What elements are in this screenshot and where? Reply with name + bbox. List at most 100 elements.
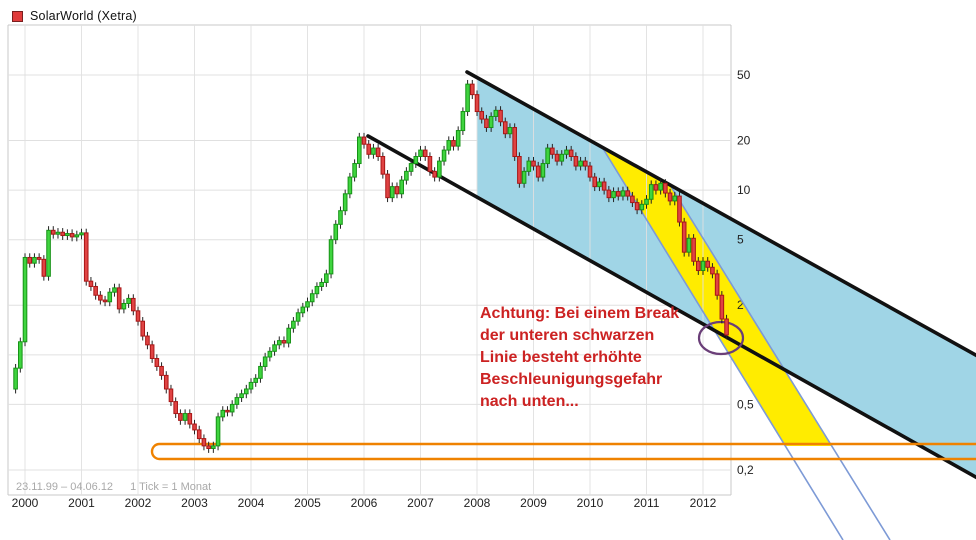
- candle: [18, 341, 23, 369]
- candle: [696, 260, 701, 272]
- candle: [559, 153, 565, 162]
- candle: [681, 221, 687, 253]
- x-axis-label: 2003: [181, 496, 208, 510]
- candle: [606, 189, 612, 199]
- x-axis-label: 2007: [407, 496, 434, 510]
- candle: [498, 109, 503, 123]
- candle: [630, 195, 635, 204]
- candle: [554, 153, 560, 162]
- candle: [366, 143, 372, 155]
- candle: [451, 140, 456, 147]
- candle: [32, 256, 37, 264]
- candle: [517, 156, 522, 184]
- candle: [342, 193, 348, 212]
- candle: [267, 350, 273, 358]
- candle: [69, 233, 75, 238]
- candle: [564, 149, 569, 155]
- candle: [470, 83, 475, 96]
- legend: SolarWorld (Xetra): [12, 9, 137, 23]
- candle: [215, 416, 221, 447]
- candle: [220, 409, 226, 418]
- candle: [41, 258, 47, 277]
- candle: [163, 374, 169, 390]
- candle: [625, 190, 630, 197]
- candle: [357, 136, 362, 165]
- candle: [305, 301, 310, 308]
- candle: [455, 130, 461, 147]
- candle: [644, 198, 649, 205]
- candle: [36, 256, 42, 260]
- candle: [488, 115, 494, 128]
- candle: [484, 118, 489, 128]
- candle: [573, 156, 579, 167]
- candle: [710, 266, 715, 275]
- candle: [719, 294, 725, 320]
- candle: [149, 344, 155, 359]
- candle: [60, 231, 65, 237]
- candle: [352, 163, 357, 178]
- y-axis-label: 2: [737, 298, 744, 312]
- candle: [385, 173, 390, 199]
- candle: [74, 234, 80, 238]
- candle: [371, 147, 376, 155]
- candle: [658, 182, 663, 191]
- tick-info: 1 Tick = 1 Monat: [130, 481, 212, 493]
- candle: [531, 160, 536, 167]
- candle: [639, 203, 645, 211]
- candle: [319, 281, 324, 287]
- analyst-warning-note: Achtung: Bei einem Break der unteren sch…: [480, 303, 679, 413]
- candle: [248, 381, 254, 390]
- candle: [714, 273, 720, 296]
- candle: [493, 109, 499, 117]
- candle: [239, 393, 244, 399]
- chart-footer: 23.11.99 – 04.06.12 1 Tick = 1 Monat: [16, 481, 225, 493]
- candle: [196, 429, 202, 440]
- candle: [50, 229, 56, 235]
- candle: [272, 344, 277, 352]
- y-axis-label: 0,2: [737, 463, 754, 477]
- candle: [159, 365, 164, 376]
- x-axis-label: 2008: [464, 496, 491, 510]
- candle: [446, 140, 452, 151]
- candle: [244, 388, 249, 395]
- candle: [620, 190, 626, 197]
- y-axis-label: 5: [737, 233, 744, 247]
- candle: [93, 285, 98, 296]
- x-axis-label: 2009: [520, 496, 547, 510]
- y-axis-label: 20: [737, 134, 751, 148]
- candle: [102, 299, 108, 303]
- candle: [535, 165, 541, 178]
- candle: [705, 260, 711, 268]
- candle: [526, 160, 532, 172]
- candle: [333, 223, 339, 241]
- candle: [474, 94, 480, 113]
- candle: [234, 397, 240, 405]
- candle: [394, 186, 400, 195]
- candle: [568, 149, 574, 158]
- candle: [437, 160, 442, 178]
- x-axis-label: 2012: [690, 496, 717, 510]
- candle: [592, 176, 598, 188]
- candle: [112, 287, 117, 293]
- candle: [540, 163, 546, 178]
- candle: [192, 423, 197, 431]
- candle: [276, 340, 282, 346]
- candle: [479, 111, 485, 120]
- candle: [46, 229, 51, 277]
- candle: [126, 297, 131, 304]
- y-axis-label: 10: [737, 183, 751, 197]
- x-axis-label: 2004: [238, 496, 265, 510]
- candle: [677, 195, 682, 223]
- candle: [686, 237, 692, 253]
- candle: [663, 182, 668, 194]
- candle: [27, 256, 33, 264]
- candle: [672, 195, 678, 202]
- x-axis-label: 2010: [577, 496, 604, 510]
- candle: [324, 273, 329, 283]
- note-line: nach unten...: [480, 393, 579, 410]
- candle: [300, 306, 306, 314]
- candle: [83, 232, 89, 282]
- candle: [187, 413, 193, 425]
- candle: [182, 413, 188, 421]
- note-line: Achtung: Bei einem Break: [480, 305, 680, 322]
